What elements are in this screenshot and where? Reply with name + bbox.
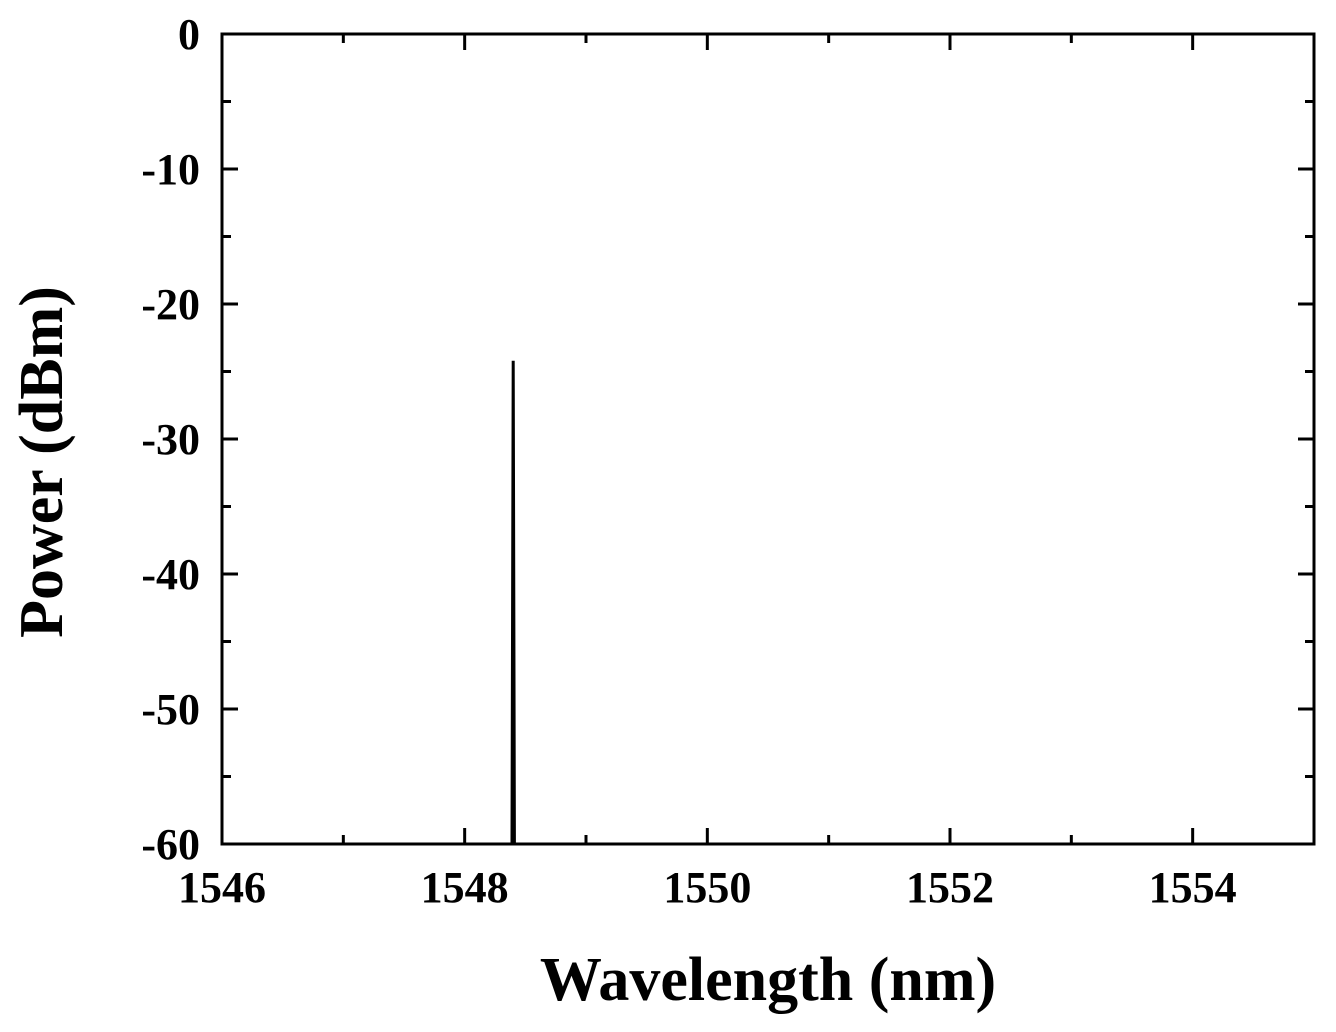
x-axis-tick-labels: 1546 1548 1550 1552 1554	[178, 863, 1237, 912]
x-tick-label: 1546	[178, 863, 266, 912]
x-tick-label: 1554	[1149, 863, 1237, 912]
y-axis-ticks	[222, 32, 1314, 846]
y-tick-label: -30	[141, 415, 200, 464]
y-tick-label: 0	[178, 10, 200, 59]
series-layer	[510, 360, 516, 845]
x-tick-label: 1548	[421, 863, 509, 912]
x-axis-title: Wavelength (nm)	[540, 946, 996, 1014]
y-tick-label: -50	[141, 685, 200, 734]
y-tick-label: -60	[141, 820, 200, 869]
y-axis-title: Power (dBm)	[8, 286, 76, 638]
spectrum-line	[510, 360, 516, 845]
y-axis-tick-labels: 0 -10 -20 -30 -40 -50 -60	[141, 10, 200, 869]
y-tick-label: -20	[141, 280, 200, 329]
x-axis-ticks	[220, 34, 1316, 844]
plot-frame	[220, 32, 1316, 846]
y-tick-label: -40	[141, 550, 200, 599]
x-tick-label: 1550	[663, 863, 751, 912]
x-tick-label: 1552	[906, 863, 994, 912]
y-tick-label: -10	[141, 145, 200, 194]
